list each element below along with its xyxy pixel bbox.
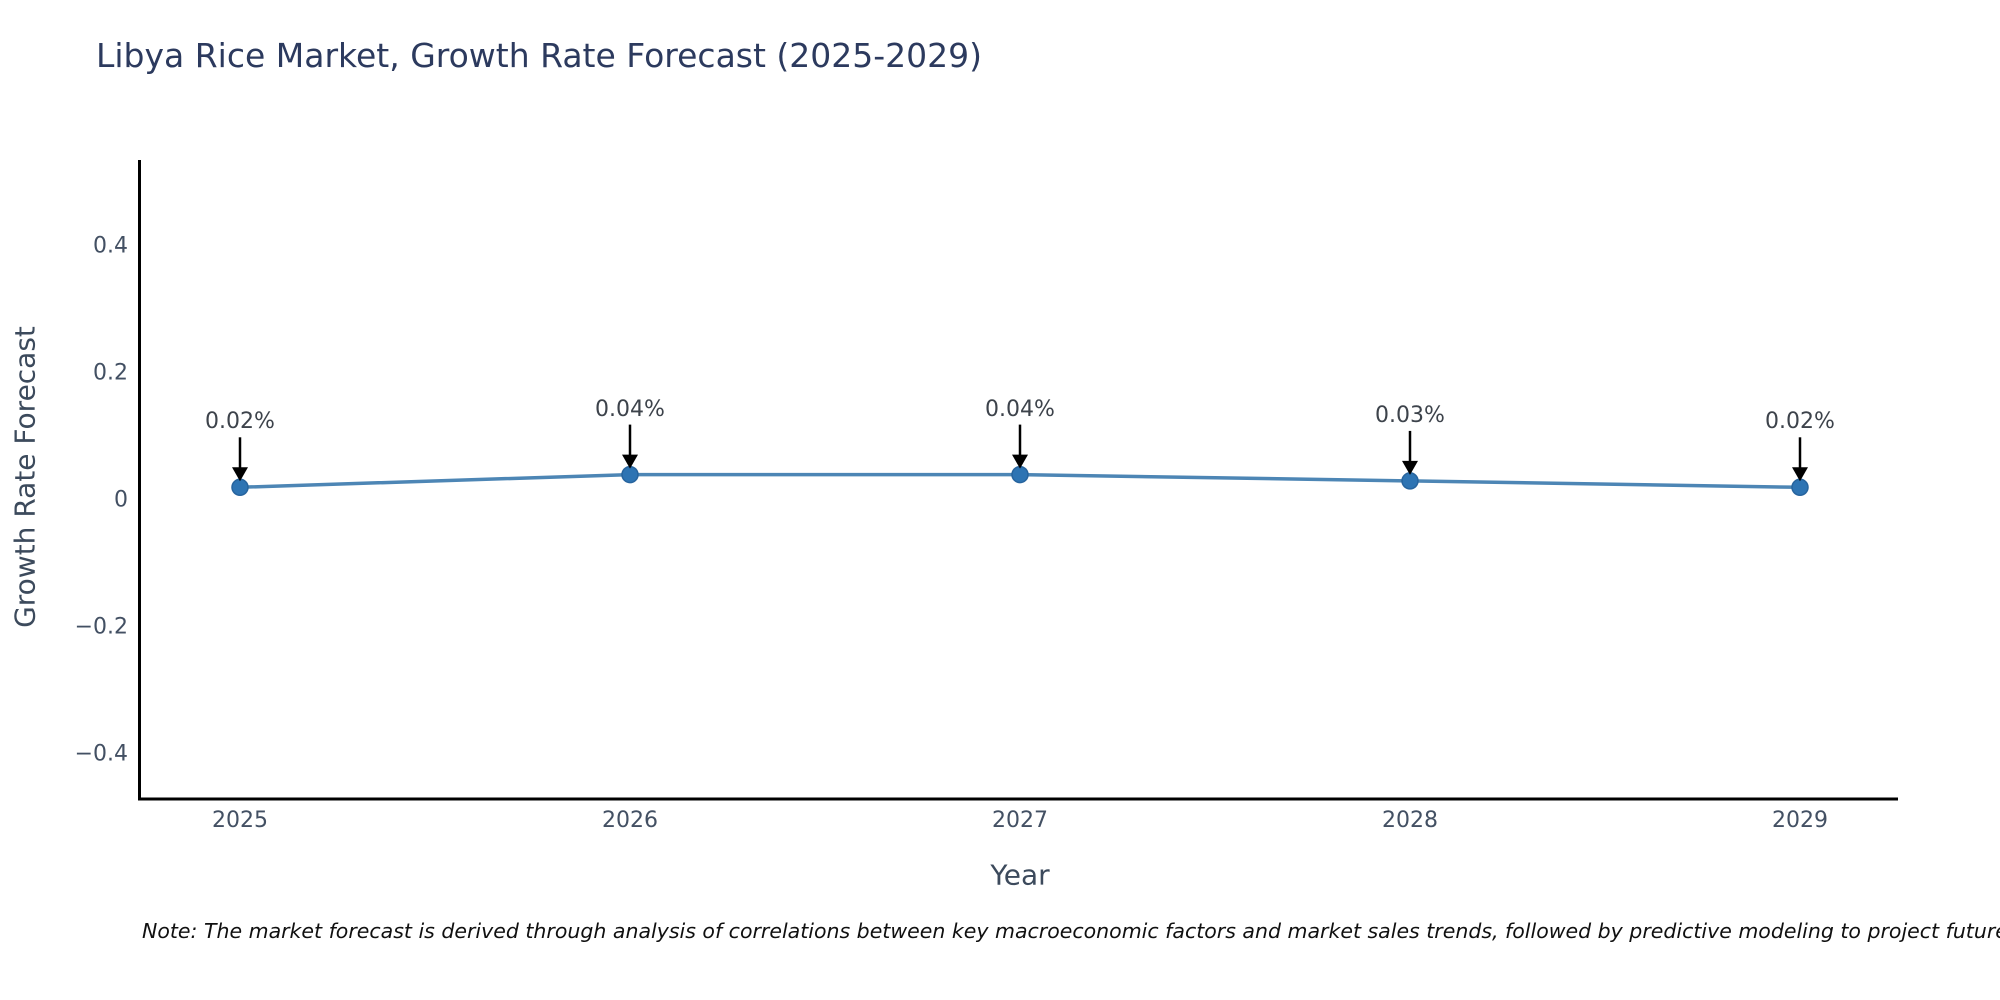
annotation-arrowhead-icon [1402, 460, 1418, 475]
data-point-marker [1791, 478, 1809, 497]
data-markers [231, 465, 1809, 497]
x-tick-label: 2028 [1382, 808, 1438, 833]
point-annotation: 0.02% [205, 409, 275, 434]
x-tick-label: 2029 [1772, 808, 1828, 833]
x-tick-label: 2026 [602, 808, 658, 833]
data-point-marker [1401, 472, 1419, 490]
chart-title: Libya Rice Market, Growth Rate Forecast … [96, 36, 983, 75]
y-tick-label: 0.4 [93, 233, 128, 259]
y-tick-label: 0.2 [93, 360, 128, 386]
point-annotation: 0.04% [985, 397, 1055, 422]
annotation-arrows [232, 424, 1808, 482]
data-point-marker [231, 478, 249, 497]
annotation-arrowhead-icon [1012, 454, 1028, 469]
y-tick-label: −0.4 [74, 741, 128, 767]
x-tick-label: 2025 [212, 808, 268, 833]
y-tick-label: 0 [114, 487, 128, 513]
annotation-arrowhead-icon [1792, 467, 1808, 482]
x-tick-label: 2027 [992, 808, 1048, 833]
point-annotation: 0.03% [1375, 403, 1445, 428]
annotation-arrowhead-icon [232, 467, 248, 482]
annotation-arrowhead-icon [622, 454, 638, 469]
y-tick-label: −0.2 [74, 614, 128, 640]
data-point-marker [621, 465, 639, 484]
footnote: Note: The market forecast is derived thr… [142, 919, 2000, 943]
point-annotation: 0.02% [1765, 409, 1835, 434]
data-point-marker [1011, 465, 1029, 484]
x-axis-title: Year [990, 858, 1050, 892]
point-annotation: 0.04% [595, 397, 665, 422]
